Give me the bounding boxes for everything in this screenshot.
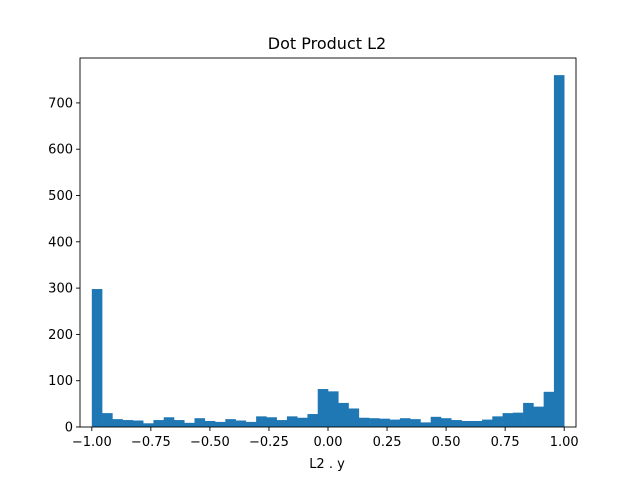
histogram-bar bbox=[482, 419, 493, 427]
y-tick-label: 600 bbox=[48, 143, 73, 158]
histogram-bar bbox=[399, 418, 411, 427]
histogram-bar bbox=[553, 75, 565, 427]
histogram-bar bbox=[317, 389, 329, 427]
histogram-bar bbox=[451, 420, 462, 427]
histogram-bar bbox=[132, 420, 144, 427]
x-tick-label: −0.50 bbox=[190, 435, 230, 450]
histogram-bar bbox=[143, 423, 154, 427]
histogram-bar bbox=[266, 417, 277, 427]
x-tick-label: 0.75 bbox=[491, 435, 520, 450]
histogram-bar bbox=[369, 418, 380, 427]
histogram-bar bbox=[420, 422, 431, 427]
histogram-bar bbox=[235, 420, 247, 427]
histogram-bar bbox=[215, 421, 226, 427]
y-axis-ticks: 0 100 200 300 400 500 600 700 bbox=[48, 96, 80, 436]
histogram-bar bbox=[461, 420, 473, 427]
histogram-bar bbox=[276, 420, 288, 427]
histogram-bar bbox=[523, 402, 534, 427]
histogram-bar bbox=[512, 412, 524, 427]
histogram-bar bbox=[307, 414, 319, 427]
histogram-bar bbox=[286, 416, 298, 427]
chart-title: Dot Product L2 bbox=[268, 34, 386, 53]
histogram-bar bbox=[245, 421, 257, 427]
histogram-bar bbox=[328, 391, 339, 427]
histogram-bar bbox=[492, 416, 503, 427]
histogram-bar bbox=[297, 417, 308, 427]
histogram-bar bbox=[153, 420, 164, 427]
y-tick-label: 700 bbox=[48, 96, 73, 111]
histogram-bar bbox=[173, 420, 185, 427]
histogram-bar bbox=[194, 418, 206, 427]
x-tick-label: 1.00 bbox=[550, 435, 579, 450]
x-tick-label: 0.00 bbox=[314, 435, 343, 450]
y-tick-label: 100 bbox=[48, 374, 73, 389]
histogram-bar bbox=[122, 420, 134, 427]
histogram-bar bbox=[225, 419, 236, 427]
y-tick-label: 300 bbox=[48, 282, 73, 297]
histogram-bar bbox=[358, 417, 370, 427]
histogram-bar bbox=[502, 413, 514, 427]
histogram-bar bbox=[91, 289, 103, 427]
histogram-bar bbox=[163, 417, 175, 427]
x-axis-ticks: −1.00 −0.75 −0.50 −0.25 0.00 0.25 0.50 0.75 1.00 bbox=[72, 427, 579, 450]
x-tick-label: −0.75 bbox=[131, 435, 171, 450]
y-tick-label: 400 bbox=[48, 235, 73, 250]
histogram-bar bbox=[533, 406, 544, 427]
histogram-bar bbox=[102, 413, 113, 427]
x-axis-label: L2 . y bbox=[309, 457, 345, 472]
histogram-bar bbox=[389, 419, 401, 427]
x-tick-label: −1.00 bbox=[72, 435, 112, 450]
bars-group bbox=[91, 75, 565, 427]
histogram-bar bbox=[112, 419, 123, 427]
x-tick-label: −0.25 bbox=[249, 435, 289, 450]
histogram-bar bbox=[338, 402, 349, 427]
y-tick-label: 500 bbox=[48, 189, 73, 204]
histogram-bar bbox=[430, 416, 442, 427]
y-tick-label: 0 bbox=[65, 421, 73, 436]
histogram-bar bbox=[379, 418, 390, 427]
histogram-bar bbox=[204, 420, 216, 427]
histogram-bar bbox=[440, 418, 452, 427]
x-tick-label: 0.25 bbox=[373, 435, 402, 450]
histogram-bar bbox=[348, 408, 360, 427]
histogram-bar bbox=[543, 391, 555, 427]
histogram-bar bbox=[471, 420, 483, 427]
histogram-bar bbox=[410, 419, 421, 427]
histogram-bar bbox=[184, 422, 195, 427]
x-tick-label: 0.50 bbox=[432, 435, 461, 450]
histogram-bar bbox=[256, 416, 267, 427]
plot-frame bbox=[79, 57, 577, 428]
y-tick-label: 200 bbox=[48, 328, 73, 343]
